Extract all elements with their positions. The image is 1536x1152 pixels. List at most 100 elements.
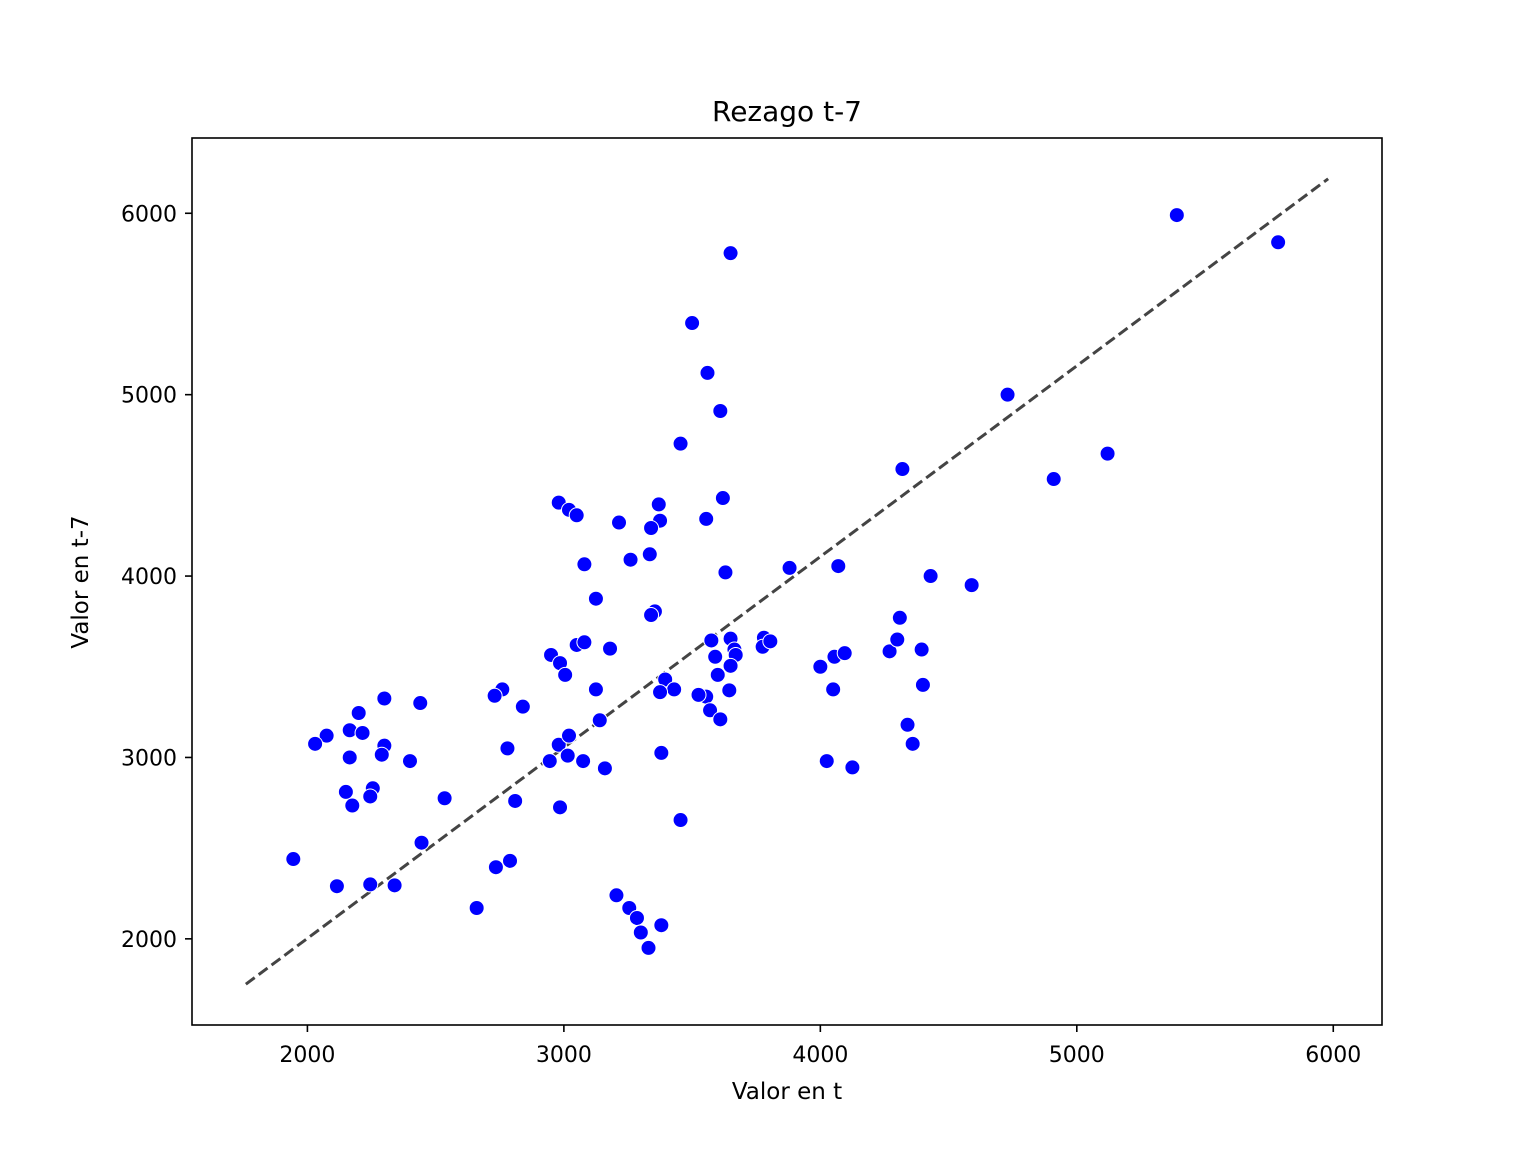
scatter-point [632, 924, 649, 941]
scatter-point [575, 753, 592, 770]
y-tick-label: 4000 [121, 565, 177, 590]
scatter-point [591, 712, 608, 729]
scatter-point [672, 812, 689, 829]
x-tick-label: 6000 [1305, 1043, 1361, 1068]
scatter-point [643, 607, 660, 624]
scatter-point [712, 711, 729, 728]
plot-area [244, 177, 1330, 986]
scatter-point [1045, 471, 1062, 488]
x-tick-label: 5000 [1049, 1043, 1105, 1068]
scatter-point [514, 698, 531, 715]
scatter-point [640, 939, 657, 956]
scatter-point [904, 735, 921, 752]
y-tick-label: 3000 [121, 746, 177, 771]
scatter-point [781, 559, 798, 576]
scatter-point [362, 788, 379, 805]
scatter-point [386, 877, 403, 894]
scatter-point [881, 643, 898, 660]
scatter-point [561, 727, 578, 744]
scatter-point [922, 568, 939, 585]
y-axis: 2000 3000 4000 5000 6000 [121, 202, 192, 953]
reference-line [244, 177, 1330, 986]
x-axis-label: Valor en t [732, 1079, 842, 1105]
scatter-point [318, 727, 335, 744]
scatter-point [703, 632, 720, 649]
scatter-point [643, 519, 660, 536]
chart-title: Rezago t-7 [712, 95, 862, 128]
scatter-point [376, 690, 393, 707]
scatter-point [373, 746, 390, 763]
scatter-point [1099, 445, 1116, 462]
scatter-point [666, 681, 683, 698]
x-axis: 2000 3000 4000 5000 6000 [279, 1025, 1361, 1068]
scatter-point [507, 792, 524, 809]
scatter-point [602, 640, 619, 657]
scatter-point [486, 687, 503, 704]
scatter-point [628, 909, 645, 926]
scatter-point [608, 887, 625, 904]
scatter-point [712, 402, 729, 419]
scatter-point [499, 740, 516, 757]
scatter-point [341, 749, 358, 766]
scatter-point [812, 658, 829, 675]
scatter-point [914, 676, 931, 693]
scatter-point [894, 461, 911, 478]
scatter-point [587, 590, 604, 607]
scatter-point [709, 666, 726, 683]
scatter-point [699, 364, 716, 381]
scatter-point [596, 760, 613, 777]
scatter-point [650, 496, 667, 513]
x-tick-label: 4000 [792, 1043, 848, 1068]
scatter-point [344, 797, 361, 814]
scatter-point [999, 386, 1016, 403]
y-tick-label: 2000 [121, 928, 177, 953]
scatter-point [611, 514, 628, 531]
scatter-point [653, 744, 670, 761]
scatter-point [487, 859, 504, 876]
scatter-point [436, 790, 453, 807]
scatter-point [899, 716, 916, 733]
scatter-point [844, 759, 861, 776]
scatter-point [684, 315, 701, 332]
scatter-point [836, 645, 853, 662]
scatter-point [698, 510, 715, 527]
scatter-point [963, 577, 980, 594]
scatter-point [652, 684, 669, 701]
scatter-point [722, 245, 739, 262]
y-axis-label: Valor en t-7 [68, 515, 94, 648]
scatter-point [541, 753, 558, 770]
scatter-point [653, 917, 670, 934]
scatter-point [1168, 207, 1185, 224]
scatter-point [818, 753, 835, 770]
scatter-point [550, 736, 567, 753]
scatter-point [721, 682, 738, 699]
scatter-point [559, 747, 576, 764]
scatter-point [707, 648, 724, 665]
scatter-point [413, 834, 430, 851]
scatter-point [913, 641, 930, 658]
scatter-point [328, 878, 345, 895]
scatter-point [830, 558, 847, 575]
scatter-point [762, 633, 779, 650]
scatter-point [552, 799, 569, 816]
scatter-point [622, 551, 639, 568]
scatter-point [641, 546, 658, 563]
scatter-point [502, 852, 519, 869]
scatter-point [690, 686, 707, 703]
scatter-point [568, 507, 585, 524]
scatter-point [285, 851, 302, 868]
scatter-point [401, 753, 418, 770]
scatter-point [307, 735, 324, 752]
scatter-point [891, 609, 908, 626]
scatter-point [362, 876, 379, 893]
scatter-point [714, 490, 731, 507]
scatter-point [825, 681, 842, 698]
y-tick-label: 5000 [121, 384, 177, 409]
scatter-point [702, 702, 719, 719]
x-tick-label: 2000 [279, 1043, 335, 1068]
scatter-point [889, 631, 906, 648]
scatter-point [557, 666, 574, 683]
scatter-point [1270, 234, 1287, 251]
scatter-point [350, 705, 367, 722]
scatter-point [587, 681, 604, 698]
